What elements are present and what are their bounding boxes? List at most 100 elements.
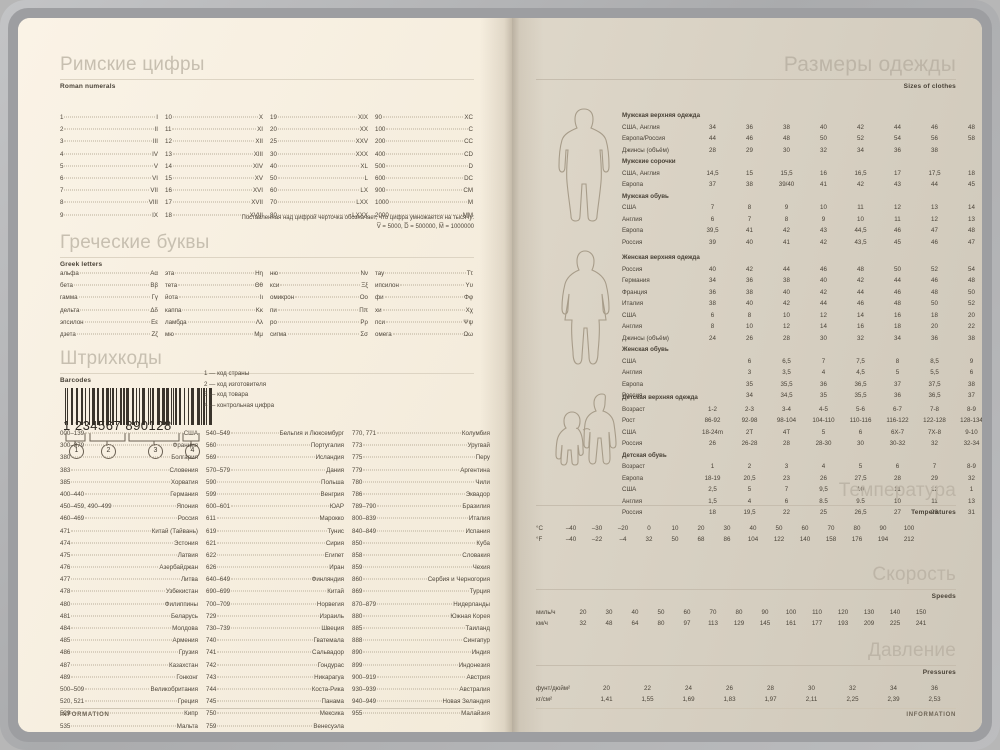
section-subtitle: Pressures <box>922 669 956 676</box>
leader-row: 626 Иран <box>206 562 344 574</box>
leader-value: Ρρ <box>360 318 368 326</box>
leader-value: XVIII <box>249 211 263 219</box>
leader-dots <box>363 578 427 580</box>
size-cell: 32 <box>968 474 975 482</box>
leader-value: ЮАР <box>329 503 344 511</box>
size-cell: 13 <box>968 497 975 505</box>
leader-value: Италия <box>468 515 490 523</box>
size-cell: 7X-8 <box>927 428 942 436</box>
size-cell: 34 <box>709 123 716 131</box>
leader-dots <box>382 116 464 118</box>
conversion-cell: –40 <box>565 525 577 532</box>
size-cell: 41 <box>746 227 753 234</box>
leader-key: кси <box>270 282 280 290</box>
size-cell: 9 <box>821 215 826 223</box>
barcode-bar <box>173 388 174 425</box>
barcode-graphic: 1 234567 890128 1 2 3 4 <box>63 388 213 459</box>
leader-value: Гватемала <box>313 637 344 645</box>
leader-row: 450–459, 490–499 Япония <box>60 501 198 513</box>
leader-value: X <box>258 114 263 121</box>
notebook-pages: Римские цифры Roman numerals 1 I 2 II 3 III 4 I… <box>18 18 982 732</box>
leader-row: 18 XVIII <box>165 210 263 222</box>
leader-value: Эквадор <box>465 490 490 498</box>
leader-key: дзета <box>60 330 76 338</box>
size-cell: 8 <box>747 311 752 319</box>
conversion-cell: 130 <box>863 609 875 616</box>
leader-dots <box>363 481 475 483</box>
leader-dots <box>71 530 151 531</box>
leader-dots <box>175 272 255 274</box>
conversion-cell: 30 <box>808 685 815 692</box>
size-cell: 23 <box>783 474 790 482</box>
leader-key: 6 <box>60 174 64 182</box>
leader-row: 70 LXX <box>270 197 368 209</box>
leader-key: 500 <box>375 162 386 170</box>
leader-value: Казахстан <box>169 661 198 669</box>
size-cell: 48 <box>931 288 938 296</box>
barcode-bar <box>162 388 165 425</box>
size-cell: 39/40 <box>778 181 795 188</box>
leader-row: 13 XIII <box>165 149 263 161</box>
size-cell: 9 <box>969 357 974 365</box>
leader-row: 740 Гватемала <box>206 635 344 647</box>
size-cell: 52 <box>931 265 938 273</box>
leader-key: 474 <box>60 539 71 547</box>
leader-key: 480 <box>60 600 71 608</box>
leader-key: 484 <box>60 625 71 632</box>
leader-dots <box>64 128 154 130</box>
leader-dots <box>377 688 459 690</box>
leader-key: 600–601 <box>206 503 231 511</box>
leader-key: 940–949 <box>352 698 377 706</box>
size-cell: 43 <box>820 227 827 234</box>
leader-value: Греция <box>177 698 198 706</box>
leader-row: 478 Узбекистан <box>60 586 198 598</box>
leader-key: йота <box>165 294 178 302</box>
size-cell: 44,5 <box>854 227 867 234</box>
leader-key: 729 <box>206 612 217 620</box>
conversion-cell: 161 <box>785 620 797 627</box>
size-cell: 28 <box>783 334 790 342</box>
size-cell: 45 <box>968 181 975 188</box>
conversion-cell: 2,53 <box>928 696 941 703</box>
conversion-cell: 0 <box>647 525 651 532</box>
leader-row: 300–379 Франция <box>60 440 198 452</box>
leader-dots <box>217 712 319 714</box>
leader-key: ламбда <box>165 318 187 326</box>
leader-row: хи Χχ <box>375 305 473 317</box>
conversion-cell: 1,83 <box>723 696 736 703</box>
size-cell: 35 <box>746 380 753 388</box>
leader-key: 730–739 <box>206 625 231 632</box>
barcode-bar <box>97 388 99 425</box>
size-row-label: Италия <box>622 300 644 307</box>
leader-dots <box>79 272 150 274</box>
leader-key: 90 <box>375 114 382 121</box>
size-cell: 40 <box>820 123 827 131</box>
leader-key: сигма <box>270 330 287 338</box>
conversion-row: кг/см² 1,41 1,55 1,69 1,83 1,97 2,11 2,25 2,39 2,… <box>536 694 956 705</box>
leader-column: альфа Αα бета Ββ гамма Γγ дельта Δδ эпсилон Εε дзе… <box>60 268 158 341</box>
leader-row: 750 Мексика <box>206 708 344 720</box>
size-cell: 15 <box>746 169 753 177</box>
size-cell: 13 <box>931 204 938 211</box>
leader-row: 475 Латвия <box>60 550 198 562</box>
leader-dots <box>231 578 311 580</box>
size-cell: 28-30 <box>815 440 832 447</box>
leader-dots <box>377 432 461 434</box>
size-cell: 6X-7 <box>890 428 905 436</box>
leader-key: 540–549 <box>206 430 231 437</box>
leader-value: Венгрия <box>320 490 345 498</box>
leader-row: 535 Мальта <box>60 721 198 733</box>
size-cell: 1,5 <box>708 497 717 505</box>
size-row-label: Европа <box>622 181 644 188</box>
leader-value: Чили <box>475 478 490 486</box>
leader-key: 485 <box>60 637 71 645</box>
leader-column: 10 X 11 XI 12 XII 13 XIII 14 XIV 15 XV 16 XVI 17 XVII 18… <box>165 112 263 222</box>
size-cell: 9-10 <box>965 428 978 436</box>
size-cell: 11 <box>931 497 938 505</box>
size-row: Франция363840424446485052 <box>622 287 975 299</box>
leader-key: ню <box>270 270 279 277</box>
leader-row: сигма Σσ <box>270 329 368 341</box>
leader-value: Беларусь <box>170 612 198 620</box>
